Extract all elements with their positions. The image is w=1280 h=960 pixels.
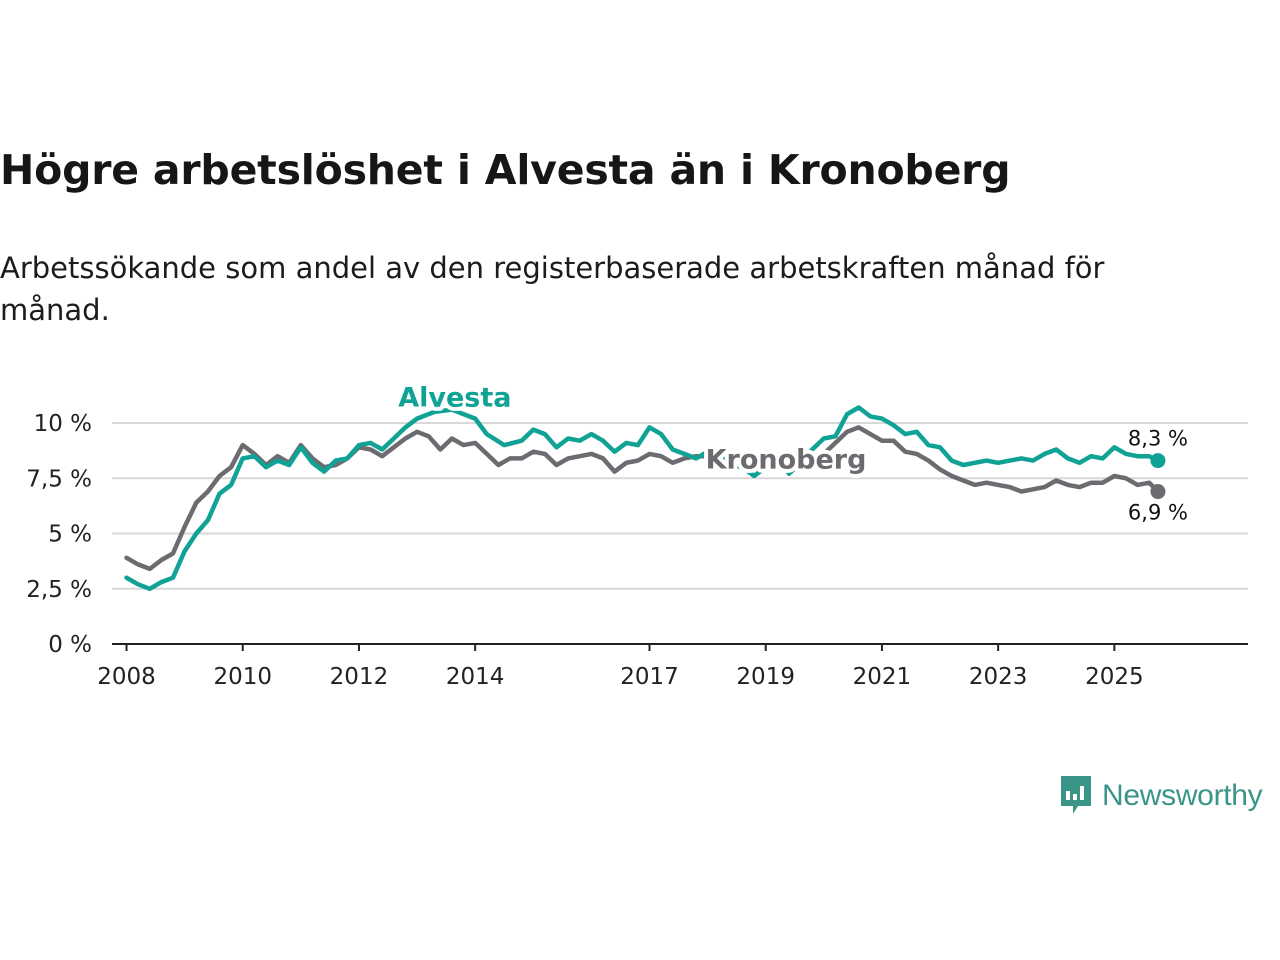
axis-layer: 0 % 2,5 % 5 % 7,5 % 10 % 2008 2010 2012 2014 2017… [26,411,1248,690]
series-label-alvesta: Alvesta [398,382,511,413]
line-chart: 0 % 2,5 % 5 % 7,5 % 10 % 2008 2010 2012 2014 2017… [26,378,1248,690]
y-tick-label: 2,5 % [26,577,92,603]
x-tick-label: 2023 [969,664,1028,690]
x-tick-label: 2025 [1085,664,1144,690]
y-tick-label: 0 % [48,632,92,658]
x-tick-label: 2014 [446,664,505,690]
series-line-alvesta [124,405,1161,592]
end-point-alvesta [1150,453,1166,469]
chart-title: Högre arbetslöshet i Alvesta än i Kronob… [0,146,1011,194]
brand-name: Newsworthy [1102,779,1263,812]
x-tick-label: 2019 [736,664,795,690]
newsworthy-logo-icon [1061,776,1091,814]
y-tick-label: 7,5 % [26,466,92,492]
series-label-kronoberg: Kronoberg [706,444,867,475]
end-value-label-kronoberg: 6,9 % [1128,501,1188,525]
series-line-kronoberg [124,425,1161,572]
newsworthy-logo: Newsworthy [1058,774,1263,818]
x-tick-label: 2017 [620,664,679,690]
series-layer [124,405,1166,592]
label-layer: Alvesta Kronoberg 8,3 % 6,9 % [394,378,1188,525]
x-tick-label: 2021 [853,664,912,690]
end-value-label-alvesta: 8,3 % [1128,427,1188,451]
y-tick-label: 5 % [48,522,92,548]
x-tick-label: 2012 [330,664,389,690]
end-point-kronoberg [1150,484,1166,500]
x-tick-label: 2010 [213,664,272,690]
x-tick-label: 2008 [97,664,156,690]
y-tick-label: 10 % [34,411,92,437]
chart-subtitle: Arbetssökande som andel av den registerb… [0,251,1105,327]
grid-layer [112,422,1248,590]
